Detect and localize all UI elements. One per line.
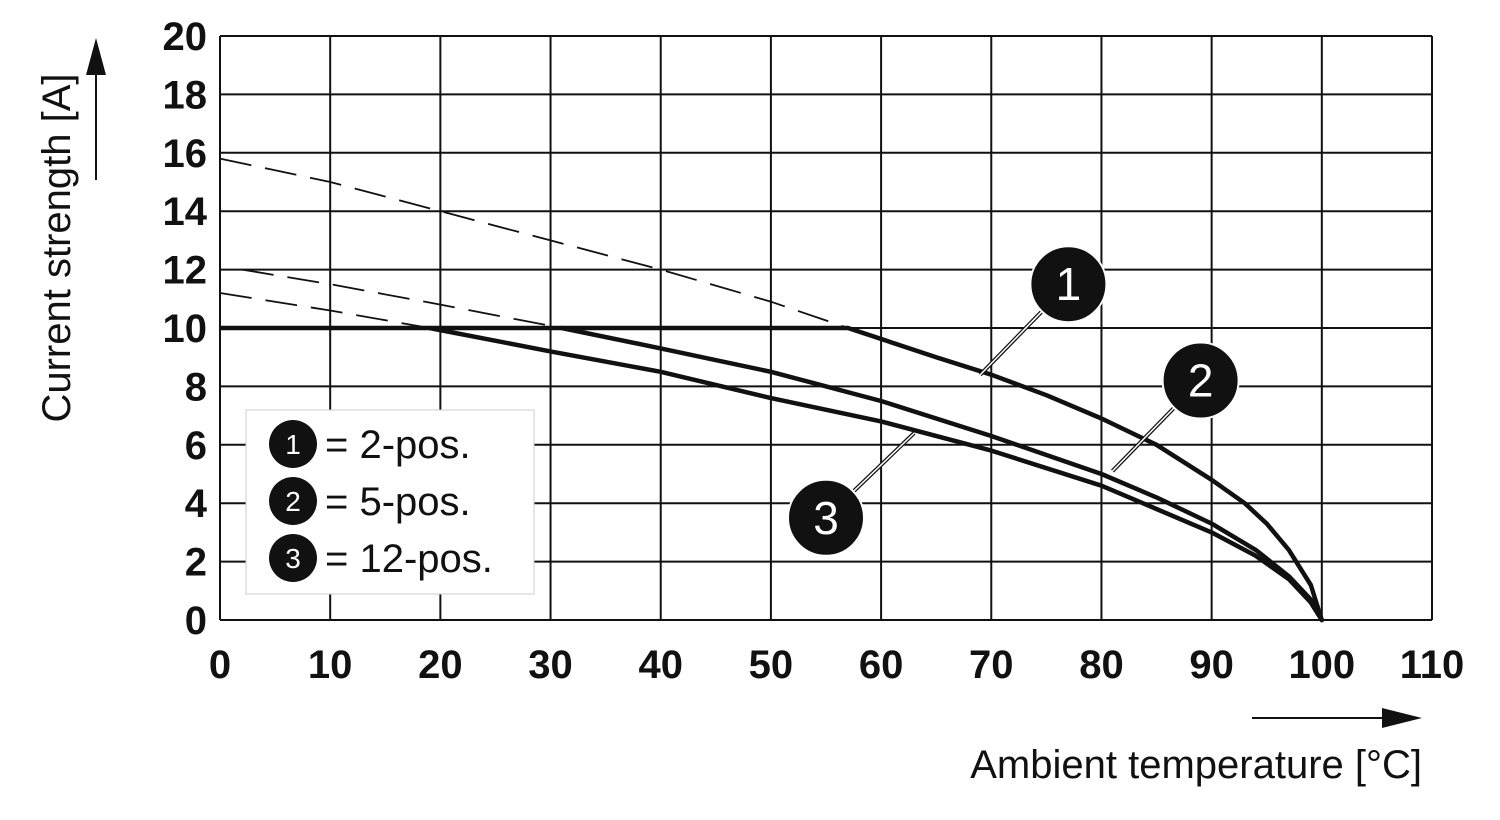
series-lines xyxy=(219,157,1325,623)
y-axis-title: Current strength [A] xyxy=(35,73,79,422)
y-tick-label: 6 xyxy=(185,424,207,468)
callout-number: 3 xyxy=(813,492,839,544)
y-tick-label: 0 xyxy=(185,599,207,643)
axis-arrows xyxy=(86,38,1422,728)
legend-label: = 12-pos. xyxy=(325,537,493,581)
tick-labels: 0 10 20 30 40 50 60 70 80 90 100 110024681012141618… xyxy=(163,15,1465,687)
x-tick-label: 30 xyxy=(528,643,573,687)
x-tick-label: 40 xyxy=(638,643,683,687)
y-tick-label: 16 xyxy=(163,132,208,176)
y-tick-label: 20 xyxy=(163,15,208,59)
x-axis-arrowhead xyxy=(1382,708,1422,728)
legend-marker-number: 2 xyxy=(285,486,301,517)
x-tick-label: 70 xyxy=(969,643,1014,687)
x-tick-label: 80 xyxy=(1079,643,1124,687)
callout-circle xyxy=(1161,341,1240,420)
legend-label: = 5-pos. xyxy=(325,480,471,524)
legend-marker xyxy=(269,534,317,582)
series-2-extrapolation xyxy=(241,268,562,329)
x-tick-label: 110 xyxy=(1400,643,1465,687)
series-callouts: 1 2 3 xyxy=(787,245,1240,557)
x-axis-title: Ambient temperature [°C] xyxy=(970,743,1422,787)
callout-number: 2 xyxy=(1188,355,1214,407)
y-tick-label: 8 xyxy=(185,365,207,409)
legend-marker xyxy=(269,477,317,525)
x-tick-label: 60 xyxy=(859,643,904,687)
x-tick-label: 20 xyxy=(418,643,463,687)
y-tick-label: 14 xyxy=(163,190,208,234)
x-tick-label: 0 xyxy=(209,643,231,687)
legend-marker xyxy=(269,420,317,468)
y-axis-arrowhead xyxy=(86,38,106,75)
callout-circle xyxy=(787,478,865,557)
y-tick-label: 2 xyxy=(185,541,207,585)
x-tick-label: 50 xyxy=(749,643,794,687)
series-3-extrapolation xyxy=(219,292,430,329)
legend-marker-number: 1 xyxy=(285,429,301,460)
y-tick-label: 10 xyxy=(163,307,208,351)
series-3-line xyxy=(427,325,1325,623)
y-tick-label: 12 xyxy=(163,249,208,293)
legend: 1 = 2-pos. 2 = 5-pos. 3 = 12-pos. xyxy=(245,409,535,595)
series-1-line xyxy=(845,325,1325,623)
x-tick-label: 100 xyxy=(1288,643,1355,687)
legend-label: = 2-pos. xyxy=(325,423,471,467)
legend-marker-number: 3 xyxy=(285,543,301,574)
callout-circle xyxy=(1029,245,1108,324)
x-tick-label: 90 xyxy=(1189,643,1234,687)
series-1-extrapolation xyxy=(219,157,849,329)
callout-number: 1 xyxy=(1056,258,1082,310)
x-tick-label: 10 xyxy=(308,643,353,687)
y-tick-label: 4 xyxy=(185,482,208,526)
y-tick-label: 18 xyxy=(163,73,208,117)
